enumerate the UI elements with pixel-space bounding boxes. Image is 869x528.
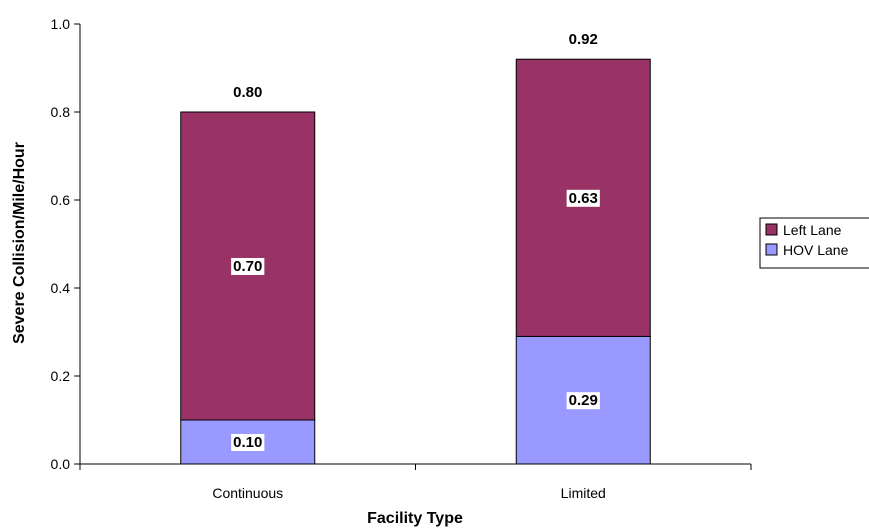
data-label-hov-lane-background xyxy=(231,434,265,451)
data-label-hov-lane: 0.10 xyxy=(233,434,262,451)
legend-swatch xyxy=(765,223,778,236)
data-label-total: 0.92 xyxy=(569,31,598,48)
data-label-total-background xyxy=(566,31,600,49)
y-axis-title: Severe Collision/Mile/Hour xyxy=(11,142,28,344)
y-tick-label: 0.2 xyxy=(51,368,71,384)
legend-box xyxy=(759,217,869,269)
legend-swatch xyxy=(765,243,778,256)
data-label-hov-lane: 0.29 xyxy=(569,392,598,409)
y-tick-label: 0.0 xyxy=(51,456,71,472)
data-label-left-lane: 0.63 xyxy=(569,190,598,207)
legend-label: HOV Lane xyxy=(783,242,849,258)
y-tick-label: 0.4 xyxy=(51,280,71,296)
data-label-left-lane-background xyxy=(231,258,265,275)
x-tick-label: Continuous xyxy=(212,485,283,501)
data-label-left-lane: 0.70 xyxy=(233,258,262,275)
data-label-total: 0.80 xyxy=(233,84,262,101)
data-labels: 0.10 0.70 0.80 0.29 0.63 0.92 xyxy=(231,31,600,451)
y-tick-label: 0.8 xyxy=(51,104,71,120)
legend-label: Left Lane xyxy=(783,222,842,238)
data-label-total-background xyxy=(231,84,265,101)
data-label-left-lane-background xyxy=(566,189,600,207)
y-tick-label: 1.0 xyxy=(51,16,71,32)
y-tick-label: 0.6 xyxy=(51,192,71,208)
legend: Left Lane HOV Lane xyxy=(759,217,869,269)
x-axis-title: Facility Type xyxy=(367,510,463,527)
data-label-hov-lane-background xyxy=(566,392,600,410)
x-tick-label: Limited xyxy=(561,485,606,501)
